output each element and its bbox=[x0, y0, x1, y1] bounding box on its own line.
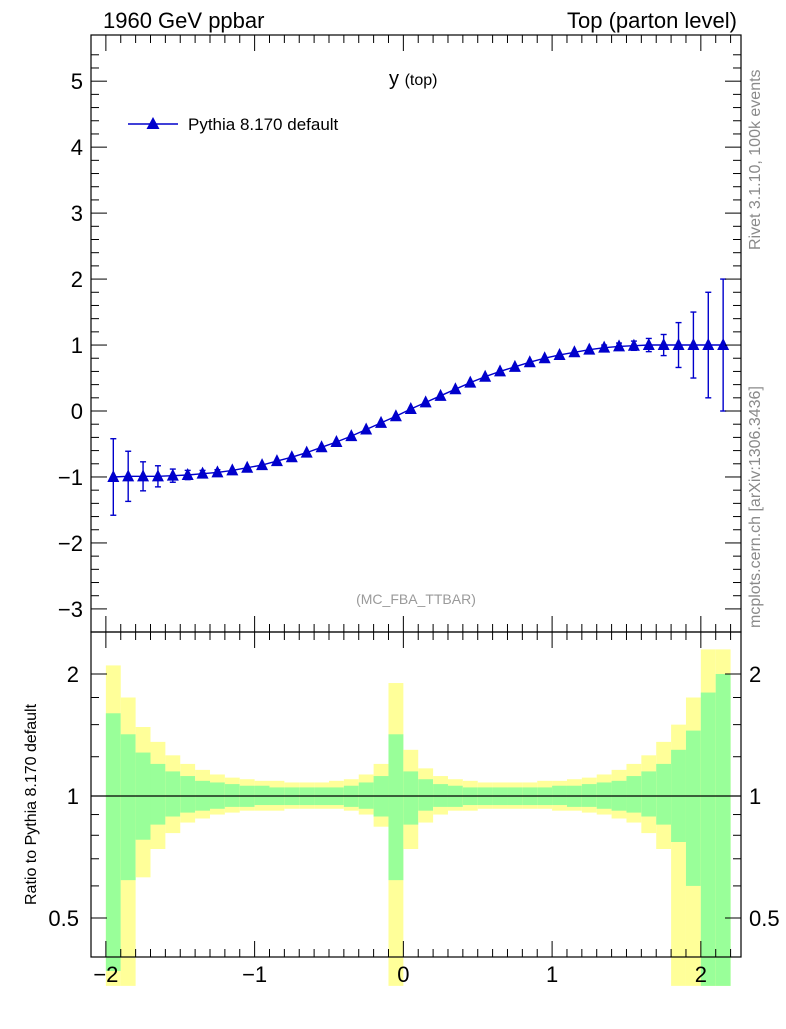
ratio-band-green bbox=[165, 771, 181, 817]
ratio-band-green bbox=[388, 734, 404, 881]
ratio-y-tick-label-left: 0.5 bbox=[48, 906, 79, 931]
data-point bbox=[300, 445, 313, 458]
ratio-x-tick-label: 1 bbox=[546, 962, 558, 987]
side-label-mcplots: mcplots.cern.ch [arXiv:1306.3436] bbox=[747, 386, 764, 628]
data-point bbox=[345, 429, 358, 442]
ratio-x-tick-label: 2 bbox=[695, 962, 707, 987]
data-point bbox=[270, 454, 283, 467]
ratio-band-green bbox=[105, 713, 121, 971]
data-point bbox=[211, 465, 224, 478]
main-y-tick-label: −1 bbox=[58, 465, 83, 490]
data-point bbox=[449, 382, 462, 395]
header-right: Top (parton level) bbox=[567, 8, 737, 33]
data-point bbox=[627, 338, 640, 351]
ratio-band-green bbox=[641, 771, 657, 817]
data-point bbox=[241, 460, 254, 473]
ratio-bands bbox=[105, 649, 731, 986]
data-point bbox=[360, 422, 373, 435]
ratio-band-green bbox=[254, 785, 270, 806]
plot-title: y (top) bbox=[389, 68, 437, 90]
data-point bbox=[583, 342, 596, 355]
data-point bbox=[285, 450, 298, 463]
data-point bbox=[419, 395, 432, 408]
ratio-x-tick-label: −1 bbox=[242, 962, 267, 987]
data-point bbox=[508, 359, 521, 372]
legend-marker-triangle bbox=[146, 117, 160, 129]
header-left: 1960 GeV ppbar bbox=[103, 8, 264, 33]
axis-ticks bbox=[90, 35, 741, 957]
data-point bbox=[553, 347, 566, 360]
data-point bbox=[642, 338, 655, 351]
data-point bbox=[657, 338, 670, 351]
ratio-y-axis-label: Ratio to Pythia 8.170 default bbox=[23, 703, 40, 905]
ratio-x-tick-label: −2 bbox=[93, 962, 118, 987]
ratio-band-green bbox=[715, 674, 731, 986]
data-point bbox=[226, 463, 239, 476]
ratio-band-green bbox=[418, 779, 434, 811]
data-point bbox=[330, 435, 343, 448]
data-point bbox=[702, 338, 715, 351]
data-point bbox=[122, 469, 135, 482]
data-point bbox=[434, 388, 447, 401]
ratio-band-green bbox=[403, 771, 419, 825]
main-y-tick-label: −3 bbox=[58, 597, 83, 622]
data-point bbox=[613, 339, 626, 352]
data-point bbox=[494, 364, 507, 377]
data-point bbox=[598, 340, 611, 353]
data-point bbox=[568, 345, 581, 358]
legend-label: Pythia 8.170 default bbox=[188, 115, 339, 134]
ratio-band-green bbox=[180, 776, 196, 813]
main-y-tick-label: 0 bbox=[71, 399, 83, 424]
data-point bbox=[479, 369, 492, 382]
plot-frames bbox=[90, 34, 742, 958]
data-point bbox=[389, 409, 402, 422]
side-label-rivet: Rivet 3.1.10, 100k events bbox=[747, 69, 764, 250]
ratio-plot-frame bbox=[90, 631, 742, 958]
ratio-y-tick-label-right: 0.5 bbox=[749, 906, 780, 931]
ratio-band-green bbox=[656, 763, 672, 825]
data-point bbox=[151, 469, 164, 482]
main-y-tick-label: −2 bbox=[58, 531, 83, 556]
ratio-band-green bbox=[150, 763, 166, 825]
data-point bbox=[672, 338, 685, 351]
main-y-tick-label: 2 bbox=[71, 267, 83, 292]
data-point bbox=[107, 469, 120, 482]
ratio-y-tick-label-left: 2 bbox=[67, 662, 79, 687]
main-y-tick-label: 4 bbox=[71, 135, 83, 160]
data-point bbox=[404, 402, 417, 415]
analysis-label: (MC_FBA_TTBAR) bbox=[356, 591, 476, 607]
data-point bbox=[137, 469, 150, 482]
ratio-band-green bbox=[120, 734, 136, 881]
main-y-tick-label: 3 bbox=[71, 201, 83, 226]
ratio-band-green bbox=[685, 730, 701, 886]
data-point bbox=[166, 468, 179, 481]
data-point bbox=[315, 440, 328, 453]
plot-title-sub: (top) bbox=[405, 72, 438, 89]
plot-title-main: y bbox=[389, 68, 399, 90]
ratio-band-green bbox=[626, 776, 642, 813]
axis-tick-labels: −3 −2 −1 0 1 2 3 4 5 −2 −1 0 1 2 0.5 0.5 1 1 2 2 bbox=[48, 69, 779, 987]
series-line bbox=[113, 344, 724, 478]
data-point bbox=[375, 415, 388, 428]
data-point bbox=[181, 467, 194, 480]
ratio-y-tick-label-right: 2 bbox=[749, 662, 761, 687]
ratio-band-green bbox=[700, 692, 716, 986]
ratio-y-tick-label-left: 1 bbox=[67, 784, 79, 809]
ratio-y-tick-label-right: 1 bbox=[749, 784, 761, 809]
data-point bbox=[523, 355, 536, 368]
data-point bbox=[538, 351, 551, 364]
ratio-x-tick-label: 0 bbox=[397, 962, 409, 987]
main-y-tick-label: 1 bbox=[71, 333, 83, 358]
main-y-tick-label: 5 bbox=[71, 69, 83, 94]
data-point bbox=[196, 466, 209, 479]
data-point bbox=[717, 338, 730, 351]
legend: Pythia 8.170 default bbox=[128, 115, 339, 134]
main-series bbox=[107, 278, 730, 516]
data-point bbox=[256, 458, 269, 471]
ratio-band-green bbox=[552, 785, 567, 806]
data-point bbox=[687, 338, 700, 351]
data-point bbox=[464, 375, 477, 388]
